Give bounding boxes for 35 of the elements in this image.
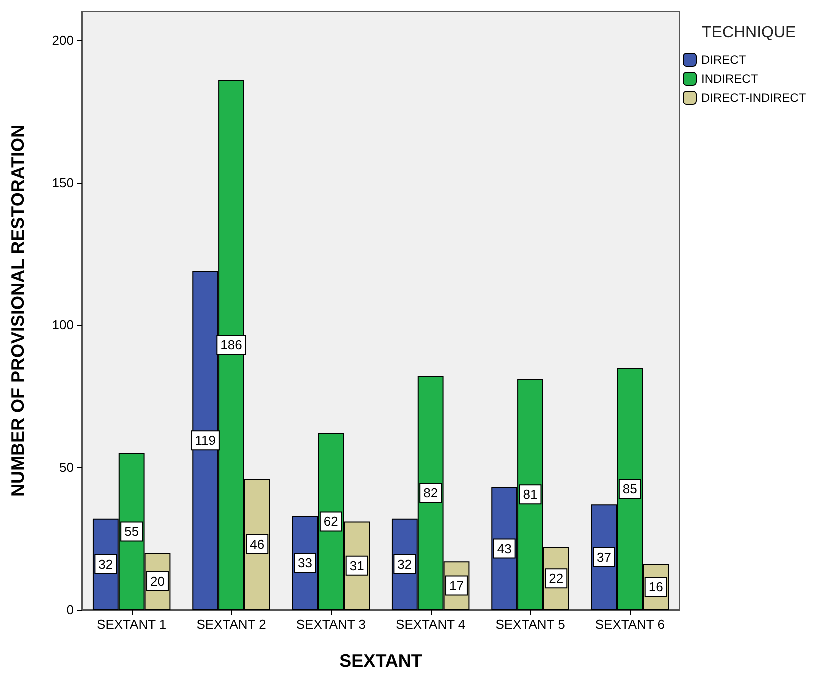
x-tick-label: SEXTANT 2 — [196, 617, 266, 632]
legend-label: DIRECT-INDIRECT — [702, 91, 807, 105]
data-label: 55 — [124, 524, 140, 540]
data-label: 32 — [398, 556, 412, 572]
data-label: 119 — [195, 433, 216, 448]
x-tick-label: SEXTANT 4 — [396, 617, 466, 632]
y-tick-label: 100 — [52, 318, 74, 333]
data-label: 82 — [424, 486, 438, 501]
x-axis-title: SEXTANT — [340, 651, 422, 671]
data-label: 46 — [250, 537, 265, 552]
data-label: 17 — [450, 578, 464, 594]
y-tick-label: 200 — [52, 32, 74, 48]
x-tick-label: SEXTANT 1 — [97, 617, 167, 632]
legend-label: DIRECT — [702, 53, 747, 67]
data-label: 85 — [622, 481, 638, 496]
data-label: 16 — [648, 580, 664, 595]
data-label: 32 — [98, 556, 114, 572]
data-label: 62 — [324, 514, 338, 530]
y-tick-label: 50 — [60, 460, 74, 476]
y-axis-title: NUMBER OF PROVISIONAL RESTORATION — [8, 124, 28, 498]
data-label: 81 — [523, 487, 538, 502]
y-tick-label: 150 — [52, 175, 74, 190]
x-tick-label: SEXTANT 5 — [496, 617, 566, 632]
x-tick-label: SEXTANT 3 — [296, 617, 366, 632]
data-label: 37 — [597, 550, 612, 565]
legend-label: INDIRECT — [702, 72, 759, 86]
x-tick-label: SEXTANT 6 — [595, 617, 665, 632]
data-label: 186 — [220, 338, 242, 353]
y-tick-label: 0 — [66, 602, 74, 618]
data-label: 33 — [298, 556, 312, 571]
data-label: 31 — [350, 558, 364, 574]
data-label: 20 — [150, 574, 165, 590]
data-label: 43 — [497, 541, 512, 556]
data-label: 22 — [549, 571, 564, 586]
legend-title: TECHNIQUE — [702, 24, 796, 42]
